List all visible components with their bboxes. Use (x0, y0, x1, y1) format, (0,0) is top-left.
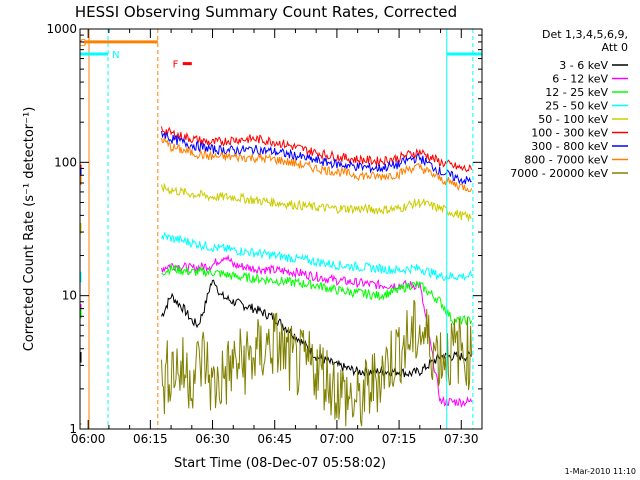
plot-frame (79, 28, 483, 430)
series-4 (80, 183, 472, 234)
y-tick-label-2: 100 (54, 155, 77, 169)
x-tick-label-1: 06:15 (133, 432, 168, 446)
legend-label-4: 50 - 100 keV (538, 113, 608, 126)
x-tick-label-0: 06:00 (71, 432, 106, 446)
flare-label: F (173, 60, 179, 71)
series-line-4 (161, 183, 472, 222)
series-8 (80, 299, 473, 427)
series-line-7 (161, 137, 473, 193)
legend-label-2: 12 - 25 keV (545, 86, 608, 99)
marker-layer: S N F (80, 29, 482, 429)
series-line-5 (161, 126, 473, 173)
x-tick-label-6: 07:30 (444, 432, 479, 446)
series-line-6 (161, 131, 472, 185)
x-tick-label-2: 06:30 (195, 432, 230, 446)
legend-label-3: 25 - 50 keV (545, 100, 608, 113)
chart-title: HESSI Observing Summary Count Rates, Cor… (75, 3, 457, 21)
series-line-1 (161, 254, 473, 408)
y-tick-label-0: 1 (69, 422, 77, 436)
night-label: N (112, 50, 119, 61)
series-layer (80, 126, 473, 427)
series-5 (80, 126, 473, 176)
x-axis-label: Start Time (08-Dec-07 05:58:02) (174, 456, 386, 471)
y-tick-label-3: 1000 (46, 22, 77, 36)
legend-label-7: 800 - 7000 keV (524, 154, 608, 167)
y-tick-label-1: 10 (62, 289, 77, 303)
series-line-2 (161, 264, 473, 327)
series-line-8 (161, 299, 473, 427)
footer-date: 1-Mar-2010 11:10 (565, 467, 636, 476)
legend-label-8: 7000 - 20000 keV (510, 167, 608, 180)
x-tick-label-4: 07:00 (320, 432, 355, 446)
series-6 (80, 131, 472, 185)
saa-label: S (80, 38, 86, 49)
legend-label-0: 3 - 6 keV (559, 59, 608, 72)
y-axis-label: Corrected Count Rate (s⁻¹ detector⁻¹) (22, 107, 37, 352)
x-tick-label-5: 07:15 (382, 432, 417, 446)
legend-label-5: 100 - 300 keV (531, 127, 608, 140)
series-line-3 (161, 231, 473, 282)
legend-title-0: Det 1,3,4,5,6,9, (542, 28, 628, 41)
legend-title-1: Att 0 (602, 41, 628, 54)
series-3 (80, 231, 473, 283)
legend-label-6: 300 - 800 keV (531, 140, 608, 153)
x-tick-label-3: 06:45 (257, 432, 292, 446)
axis-layer: 1 10 100 1000 06:00 06:15 06:30 06:45 07:00 07:15… (46, 22, 483, 446)
legend-label-1: 6 - 12 keV (552, 73, 608, 86)
series-7 (80, 137, 473, 193)
